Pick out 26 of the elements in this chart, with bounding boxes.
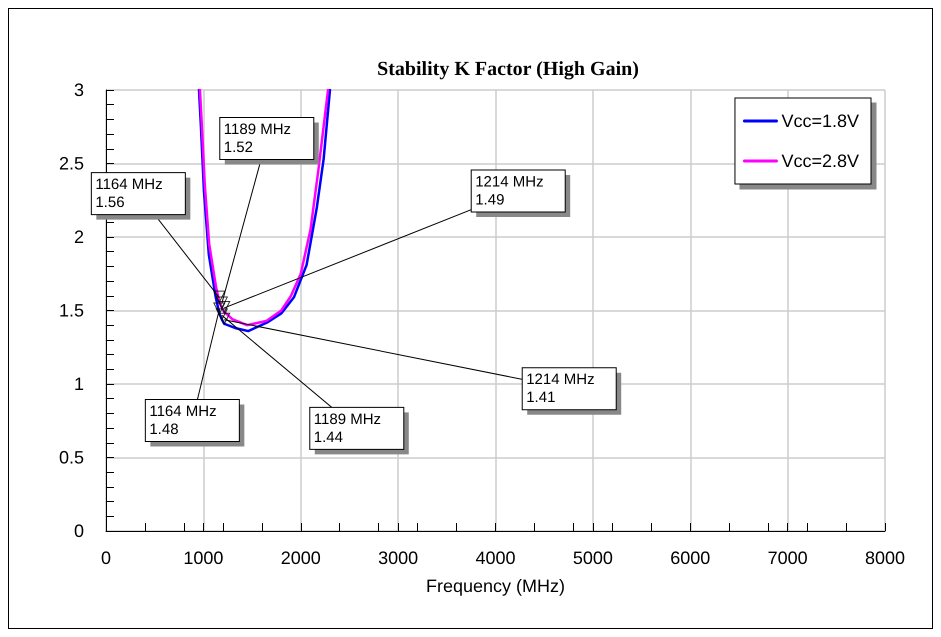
annotation: 1189 MHz 1.52 [224,121,292,156]
y-tick-label: 0 [74,521,84,541]
legend-label: Vcc=2.8V [781,151,859,171]
legend-label: Vcc=1.8V [781,111,859,131]
x-tick-label: 6000 [670,548,710,568]
chart-title: Stability K Factor (High Gain) [377,58,639,80]
x-tick-label: 4000 [475,548,516,568]
annotation: 1164 MHz 1.56 [95,176,163,212]
x-tick-label: 3000 [378,548,418,568]
annotation: 1189 MHz 1.44 [314,410,382,446]
x-tick-label: 0 [100,548,112,568]
annotation: 1214 MHz 1.41 [526,371,595,406]
x-tick-label: 2000 [280,548,321,568]
x-tick-label: 5000 [572,548,613,568]
y-tick-label: 1.5 [58,300,84,320]
y-tick-label: 1 [74,374,84,394]
y-tick-label: 2 [74,227,84,247]
y-tick-label: 2.5 [58,154,84,174]
x-axis-title: Frequency (MHz) [426,576,566,596]
annotation: 1164 MHz 1.48 [149,402,217,438]
x-tick-label: 7000 [768,548,808,568]
x-tick-label: 1000 [183,548,224,568]
annotation: 1214 MHz 1.49 [475,173,544,208]
y-tick-label: 0.5 [58,448,84,468]
x-tick-label: 8000 [864,548,906,568]
y-tick-label: 3 [74,80,84,100]
